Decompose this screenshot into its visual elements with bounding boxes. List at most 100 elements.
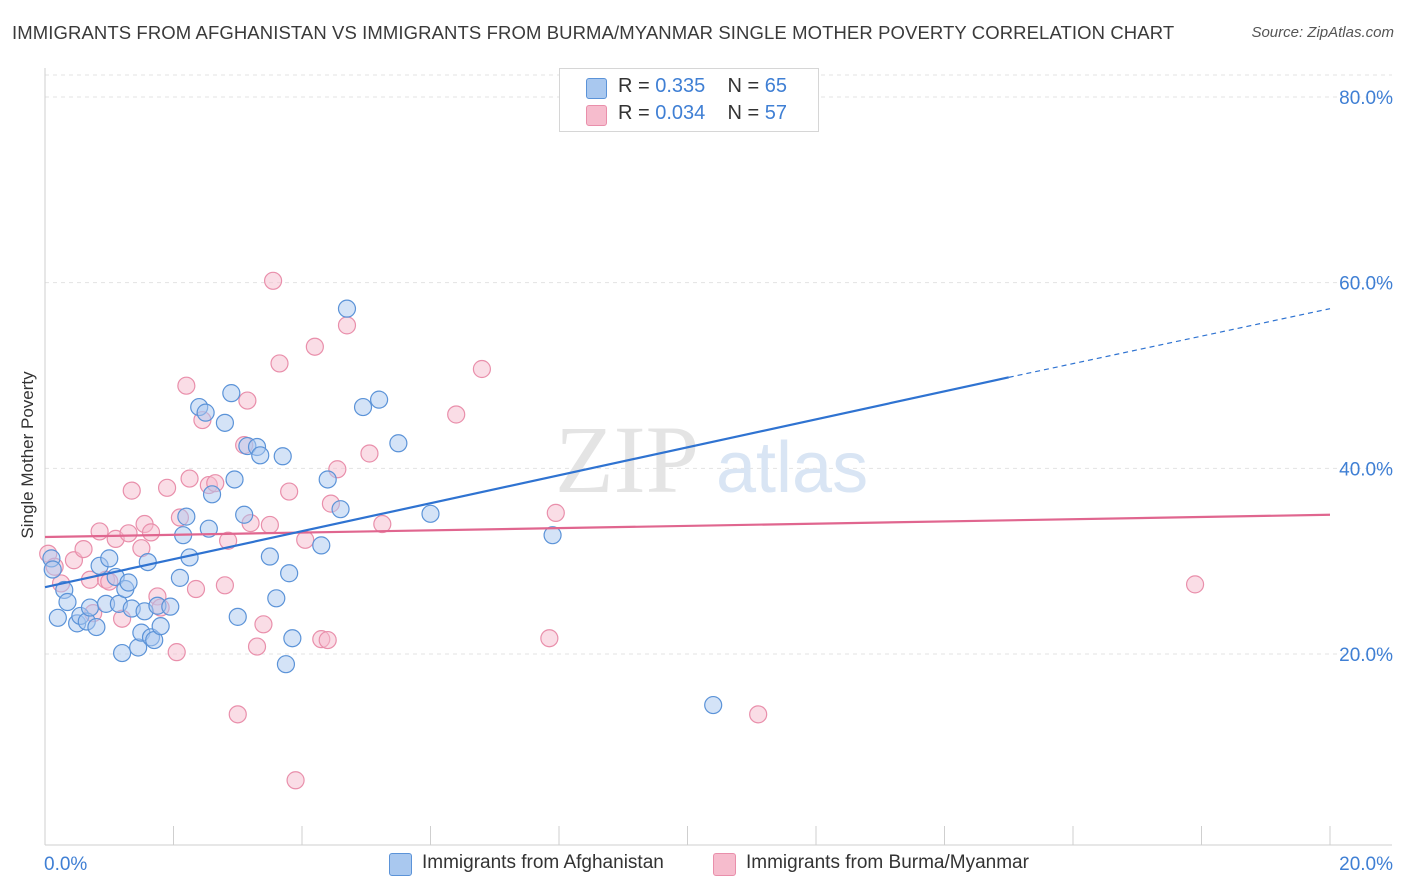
pink-point [90,522,109,541]
watermark-atlas: atlas [716,428,868,508]
legend-r-value: 0.335 [655,75,706,97]
pink-point [305,337,324,356]
pink-point [472,359,491,379]
blue-point [704,695,723,715]
blue-point [260,547,279,566]
gridlines [45,74,1392,655]
pink-trend-line [44,513,1331,539]
blue-trend-line [44,376,1009,589]
legend-swatch-blue [586,78,607,99]
pink-point [447,405,466,424]
trend-lines [44,308,1331,589]
legend-n-value: 65 [764,75,788,97]
blue-point [100,549,119,568]
y-tick-label: 20.0% [1339,645,1393,666]
watermark: ZIP atlas [555,406,868,513]
blue-point [421,504,440,523]
blue-point [318,470,337,489]
blue-point [331,500,350,519]
blue-point [202,485,222,504]
legend-r-value: 0.034 [655,102,706,124]
blue-point [273,447,292,466]
pink-point [177,376,196,395]
blue-point [353,397,373,417]
pink-point [180,469,199,488]
legend-n-value: 57 [764,102,788,124]
blue-point [87,617,106,637]
blue-point [177,507,196,526]
pink-point [122,481,141,500]
pink-point [373,514,392,534]
pink-point [263,271,283,290]
axes [44,68,1392,846]
bottom-legend-label-blue: Immigrants from Afghanistan [422,852,664,873]
bottom-legend-label-pink: Immigrants from Burma/Myanmar [746,852,1029,873]
pink-point [186,579,206,599]
blue-point [215,413,234,432]
blue-point [276,655,296,674]
pink-point [337,316,357,335]
pink-point [215,576,234,595]
legend-n-label: N = [727,102,760,124]
pink-point [247,637,267,656]
blue-point [370,390,389,409]
y-tick-label: 60.0% [1339,274,1393,295]
blue-point [251,446,270,465]
pink-point [1185,575,1205,594]
blue-series-points [42,299,723,715]
pink-point [260,515,279,535]
y-tick-label: 80.0% [1339,88,1393,109]
blue-point [138,552,157,572]
pink-point [167,643,186,662]
blue-point [151,617,170,636]
pink-point [296,530,315,549]
x-tick-label: 0.0% [44,854,87,875]
pink-point [238,391,257,410]
blue-point [312,536,331,555]
legend-swatch-pink [586,105,607,126]
chart-title: IMMIGRANTS FROM AFGHANISTAN VS IMMIGRANT… [12,22,1175,43]
pink-point [270,354,289,373]
legend-r-label: R = [618,75,650,97]
blue-point [235,505,254,524]
blue-point [161,597,180,616]
source-label: Source: ZipAtlas.com [1251,24,1394,41]
bottom-legend-swatch-pink [713,853,736,876]
pink-point [228,705,247,724]
tick-labels: 20.0% 40.0% 60.0% 80.0% 0.0% 20.0% [44,88,1393,875]
pink-point [219,531,238,550]
pink-point [74,539,93,559]
pink-point [157,478,177,497]
blue-point [337,299,357,318]
blue-point [80,598,100,617]
legend-r-label: R = [618,102,650,124]
blue-point [543,526,562,545]
bottom-legend-swatch-blue [389,853,412,876]
pink-point [360,444,379,463]
blue-point [389,434,408,453]
blue-point [228,607,247,626]
pink-point [141,523,161,542]
y-axis-label: Single Mother Poverty [18,371,37,539]
x-tick-label: 20.0% [1339,854,1393,875]
pink-point [318,630,337,650]
blue-point [199,519,218,538]
legend-n-label: N = [727,75,760,97]
correlation-legend: R = 0.335 N = 65 R = 0.034 N = 57 [559,68,819,132]
blue-point [48,608,67,627]
pink-series-points [39,271,1205,790]
pink-point [280,482,299,501]
blue-trend-extension [1008,308,1331,378]
pink-point [119,524,138,543]
y-tick-label: 40.0% [1339,459,1393,480]
pink-point [286,771,305,790]
blue-point [43,560,62,579]
blue-point [58,592,77,612]
pink-point [546,503,565,522]
blue-point [112,643,132,663]
pink-point [749,705,768,724]
blue-point [170,568,190,587]
blue-point [222,384,241,403]
blue-point [196,403,215,422]
